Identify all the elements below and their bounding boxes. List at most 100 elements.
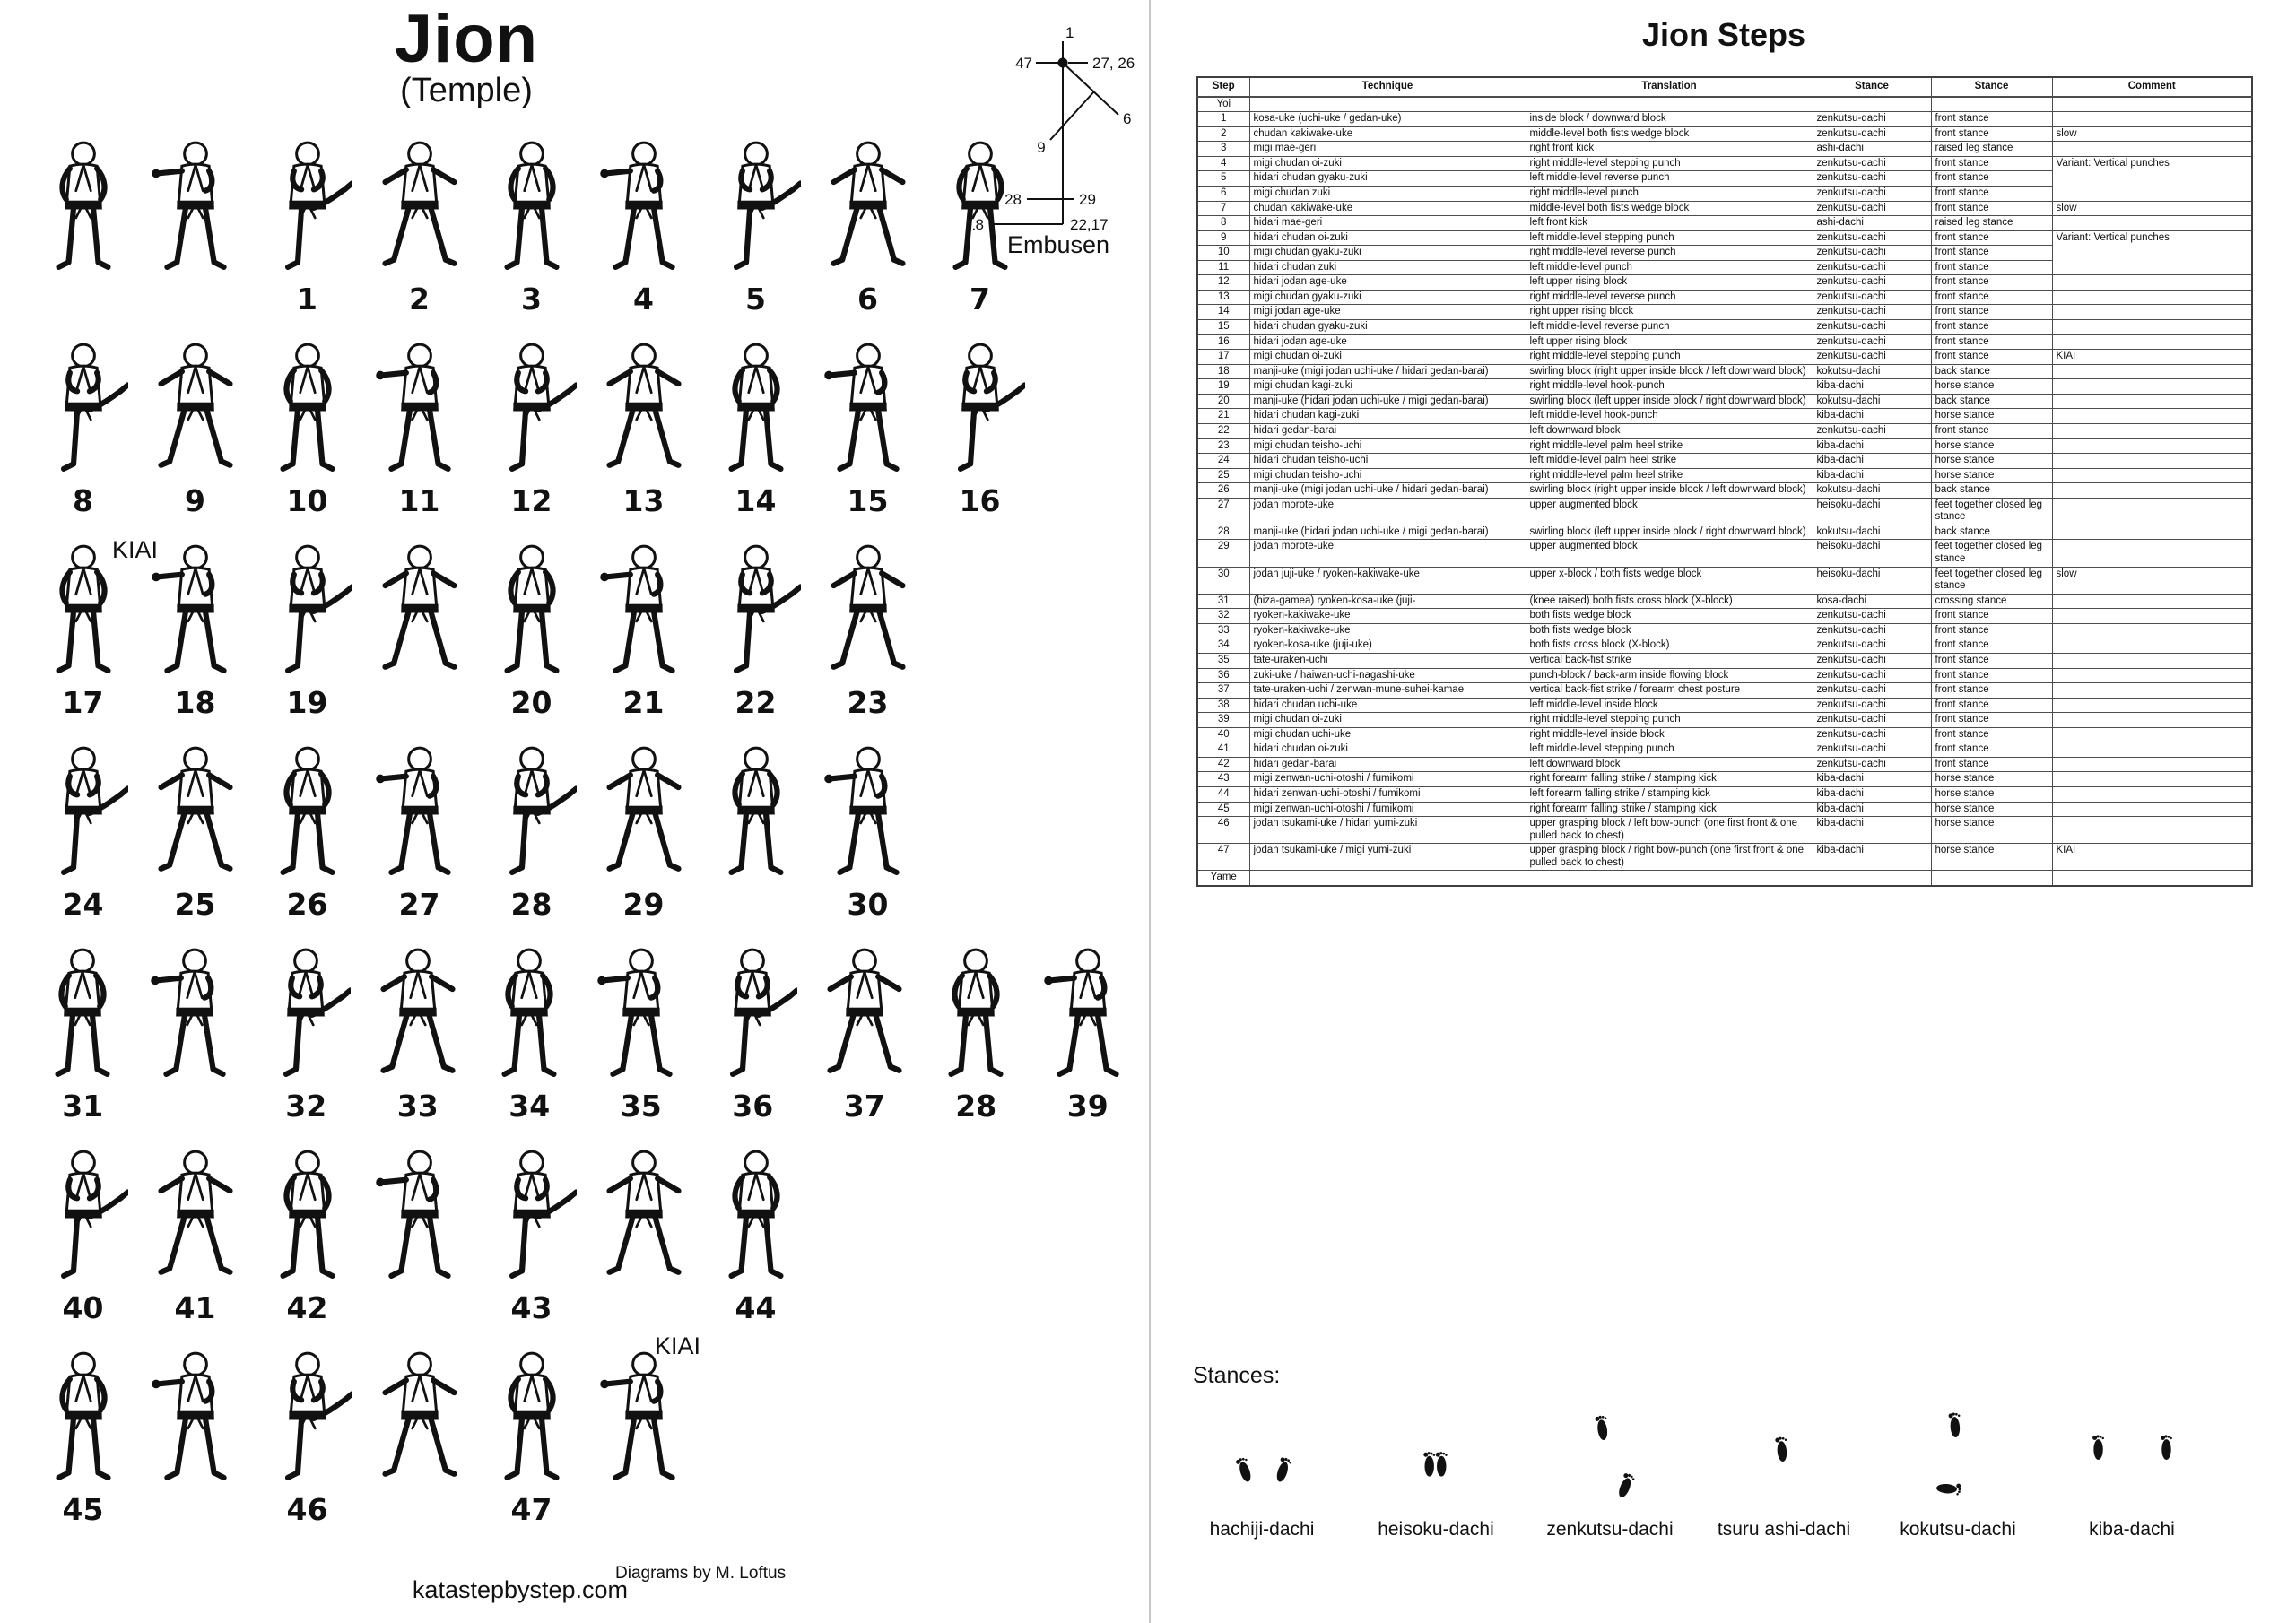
cell-step: 18 bbox=[1196, 363, 1250, 380]
figure-number: 17 bbox=[62, 685, 104, 720]
kata-figure-27: 27 bbox=[363, 744, 475, 924]
cell-translation: swirling block (left upper inside block … bbox=[1525, 524, 1813, 541]
cell-comment bbox=[2051, 726, 2253, 743]
kiai-label: KIAI bbox=[655, 1332, 701, 1359]
cell-step: 46 bbox=[1196, 816, 1250, 845]
stances-legend: hachiji-dachi heisoku-dachi zenkutsu-dachi… bbox=[1186, 1404, 2208, 1541]
karateka-figure-icon bbox=[375, 542, 465, 684]
cell-technique bbox=[1248, 96, 1526, 113]
table-row-step-19: 19 migi chudan kagi-zuki right middle-leve… bbox=[1196, 378, 2253, 395]
cell-stance_jp: kiba-dachi bbox=[1812, 378, 1932, 395]
cell-step: 31 bbox=[1196, 593, 1250, 610]
table-row-step-38: 38 hidari chudan uchi-uke left middle-leve… bbox=[1196, 697, 2253, 714]
cell-translation: (knee raised) both fists cross block (X-… bbox=[1525, 593, 1813, 610]
steps-table: Step Technique Translation Stance Stance Comm… bbox=[1196, 76, 2253, 887]
cell-stance_jp: zenkutsu-dachi bbox=[1812, 608, 1932, 624]
table-row-step-Yame: Yame bbox=[1196, 870, 2253, 887]
cell-comment bbox=[2051, 482, 2253, 499]
karateka-figure-icon bbox=[263, 1350, 352, 1491]
cell-stance_jp: zenkutsu-dachi bbox=[1812, 304, 1932, 320]
cell-step: 9 bbox=[1196, 230, 1250, 247]
cell-translation: right middle-level inside block bbox=[1525, 726, 1813, 743]
cell-step: 7 bbox=[1196, 200, 1250, 217]
figure-number: 14 bbox=[735, 483, 777, 518]
kata-figure bbox=[139, 1350, 251, 1529]
cell-step: 2 bbox=[1196, 126, 1250, 143]
stance-item-hachiji-dachi: hachiji-dachi bbox=[1186, 1404, 1338, 1541]
cell-step: 10 bbox=[1196, 245, 1250, 261]
kata-figure-13: 13 bbox=[587, 341, 700, 520]
cell-step: 37 bbox=[1196, 682, 1250, 699]
cell-stance_jp: zenkutsu-dachi bbox=[1812, 726, 1932, 743]
cell-step: 30 bbox=[1196, 566, 1250, 595]
karateka-figure-icon bbox=[596, 946, 686, 1088]
cell-step: 5 bbox=[1196, 170, 1250, 187]
cell-stance_jp: kiba-dachi bbox=[1812, 816, 1932, 845]
table-row-step-16: 16 hidari jodan age-uke left upper rising … bbox=[1196, 334, 2253, 351]
cell-comment bbox=[2051, 408, 2253, 424]
kokutsu-dachi-footprint-icon bbox=[1911, 1404, 2005, 1517]
table-row-step-21: 21 hidari chudan kagi-zuki left middle-lev… bbox=[1196, 408, 2253, 424]
hachiji-dachi-footprint-icon bbox=[1215, 1404, 1309, 1517]
figure-number: 30 bbox=[847, 887, 889, 922]
figure-number: 16 bbox=[959, 483, 1001, 518]
cell-comment: Variant: Vertical punches bbox=[2051, 230, 2253, 276]
karateka-figure-icon bbox=[151, 1350, 240, 1491]
cell-step: 6 bbox=[1196, 185, 1250, 202]
cell-technique: hidari gedan-barai bbox=[1248, 422, 1526, 439]
cell-translation: punch-block / back-arm inside flowing bl… bbox=[1525, 667, 1813, 684]
karateka-figure-icon bbox=[263, 139, 352, 281]
cell-technique: hidari chudan kagi-zuki bbox=[1248, 408, 1526, 424]
cell-stance_jp: kosa-dachi bbox=[1812, 593, 1932, 610]
karateka-figure-icon bbox=[823, 542, 913, 684]
cell-step: 14 bbox=[1196, 304, 1250, 320]
cell-translation bbox=[1525, 870, 1813, 887]
karateka-figure-icon bbox=[711, 1148, 801, 1289]
karateka-figure-icon bbox=[599, 744, 689, 886]
cell-translation: upper grasping block / right bow-punch (… bbox=[1525, 843, 1813, 872]
cell-stance_jp: zenkutsu-dachi bbox=[1812, 259, 1932, 276]
cell-technique: ryoken-kosa-uke (juji-uke) bbox=[1248, 638, 1526, 654]
cell-stance_en: front stance bbox=[1930, 274, 2053, 291]
cell-translation: left upper rising block bbox=[1525, 274, 1813, 291]
cell-translation: left front kick bbox=[1525, 215, 1813, 231]
cell-stance_jp: kiba-dachi bbox=[1812, 453, 1932, 469]
cell-stance_en: horse stance bbox=[1930, 408, 2053, 424]
kata-figure-15: 15 bbox=[812, 341, 924, 520]
cell-translation: left middle-level reverse punch bbox=[1525, 170, 1813, 187]
cell-step: 23 bbox=[1196, 438, 1250, 455]
embusen-point-27-26: 27, 26 bbox=[1092, 55, 1135, 72]
cell-step: 25 bbox=[1196, 467, 1250, 484]
figure-number: 4 bbox=[633, 282, 654, 317]
cell-comment bbox=[2051, 682, 2253, 699]
kata-figure bbox=[587, 1350, 700, 1529]
karateka-figure-icon bbox=[599, 1350, 689, 1491]
karateka-figure-icon bbox=[484, 946, 574, 1088]
cell-stance_en: back stance bbox=[1930, 524, 2053, 541]
figure-row-5: 31 32 33 34 35 36 37 28 39 bbox=[27, 924, 1144, 1125]
cell-stance_jp: heisoku-dachi bbox=[1812, 539, 1932, 568]
kata-figure-43: 43 bbox=[475, 1148, 587, 1327]
kata-figure bbox=[700, 744, 812, 924]
figure-number: 36 bbox=[732, 1089, 774, 1124]
karateka-figure-icon bbox=[38, 946, 127, 1088]
table-row-step-25: 25 migi chudan teisho-uchi right middle-le… bbox=[1196, 467, 2253, 484]
cell-step: 19 bbox=[1196, 378, 1250, 395]
cell-step: 38 bbox=[1196, 697, 1250, 714]
cell-translation: left upper rising block bbox=[1525, 334, 1813, 351]
cell-step: 39 bbox=[1196, 712, 1250, 728]
cell-comment bbox=[2051, 334, 2253, 351]
cell-translation: right middle-level palm heel strike bbox=[1525, 438, 1813, 455]
cell-comment: slow bbox=[2051, 200, 2253, 217]
cell-technique: migi chudan oi-zuki bbox=[1248, 349, 1526, 365]
cell-comment bbox=[2051, 524, 2253, 541]
kata-figure-22: 22 bbox=[700, 542, 812, 722]
stance-label: kokutsu-dachi bbox=[1900, 1519, 2016, 1540]
cell-technique: hidari chudan zuki bbox=[1248, 259, 1526, 276]
kata-figure-39: 39 bbox=[1032, 946, 1144, 1125]
cell-step: 21 bbox=[1196, 408, 1250, 424]
cell-stance_jp: zenkutsu-dachi bbox=[1812, 289, 1932, 306]
cell-comment bbox=[2051, 539, 2253, 568]
cell-translation: right middle-level reverse punch bbox=[1525, 289, 1813, 306]
cell-step: 36 bbox=[1196, 667, 1250, 684]
